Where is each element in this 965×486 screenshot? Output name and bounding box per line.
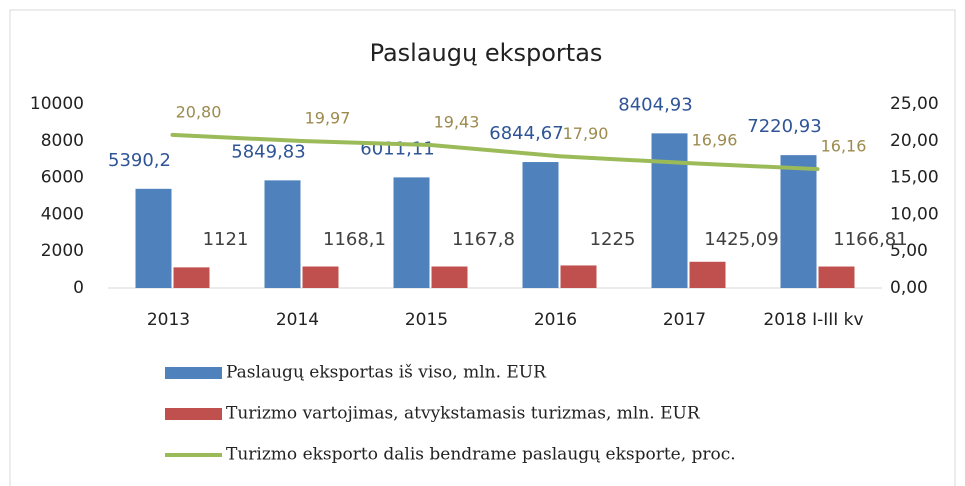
x-tick-label: 2015 xyxy=(405,310,448,330)
bar-value-label: 7220,93 xyxy=(747,116,821,137)
legend-marker xyxy=(165,367,222,379)
line-value-label: 16,96 xyxy=(692,131,738,150)
bar xyxy=(135,188,172,288)
y2-tick-label: 15,00 xyxy=(890,168,939,188)
bar-value-label: 1167,8 xyxy=(452,229,515,250)
y-tick-label: 0 xyxy=(73,278,84,298)
y2-tick-label: 10,00 xyxy=(890,204,939,224)
bar xyxy=(302,266,339,288)
y2-tick-label: 25,00 xyxy=(890,94,939,114)
legend-label: Paslaugų eksportas iš viso, mln. EUR xyxy=(226,363,547,383)
bar xyxy=(780,155,817,288)
bar-value-label: 1168,1 xyxy=(323,229,386,250)
y-tick-label: 6000 xyxy=(41,168,84,188)
y-tick-label: 4000 xyxy=(41,204,84,224)
bar xyxy=(689,261,726,288)
x-tick-label: 2017 xyxy=(663,310,706,330)
legend-marker xyxy=(165,408,222,420)
y2-tick-label: 0,00 xyxy=(890,278,928,298)
bar-value-label: 5849,83 xyxy=(231,141,305,162)
bar xyxy=(264,180,301,288)
line-value-label: 19,43 xyxy=(434,112,480,131)
bar-value-label: 1425,09 xyxy=(704,229,778,250)
bar xyxy=(560,265,597,288)
line-value-label: 17,90 xyxy=(563,124,609,143)
line-value-label: 16,16 xyxy=(821,137,867,156)
chart-title: Paslaugų eksportas xyxy=(370,39,603,67)
bar-value-label: 1166,81 xyxy=(833,229,907,250)
bar-value-label: 8404,93 xyxy=(618,94,692,115)
bar xyxy=(651,133,688,288)
bar-value-label: 1225 xyxy=(590,229,636,250)
legend-label: Turizmo vartojimas, atvykstamasis turizm… xyxy=(226,404,701,424)
y-tick-label: 10000 xyxy=(30,94,84,114)
x-tick-label: 2018 I-III kv xyxy=(763,310,863,330)
line-value-label: 20,80 xyxy=(176,102,222,121)
y2-tick-label: 20,00 xyxy=(890,131,939,151)
bar-value-label: 6844,67 xyxy=(489,123,563,144)
bar xyxy=(393,177,430,288)
bar xyxy=(173,267,210,288)
line-value-label: 19,97 xyxy=(305,109,351,128)
y-tick-label: 8000 xyxy=(41,131,84,151)
bar-value-label: 1121 xyxy=(203,229,249,250)
x-tick-label: 2016 xyxy=(534,310,577,330)
x-tick-label: 2013 xyxy=(147,310,190,330)
x-tick-label: 2014 xyxy=(276,310,319,330)
legend-label: Turizmo eksporto dalis bendrame paslaugų… xyxy=(226,445,736,465)
bar xyxy=(431,266,468,288)
bar-value-label: 5390,2 xyxy=(108,150,171,171)
y-tick-label: 2000 xyxy=(41,241,84,261)
bar xyxy=(818,266,855,288)
line-series xyxy=(170,132,820,172)
bar xyxy=(522,162,559,288)
y2-tick-label: 5,00 xyxy=(890,241,928,261)
